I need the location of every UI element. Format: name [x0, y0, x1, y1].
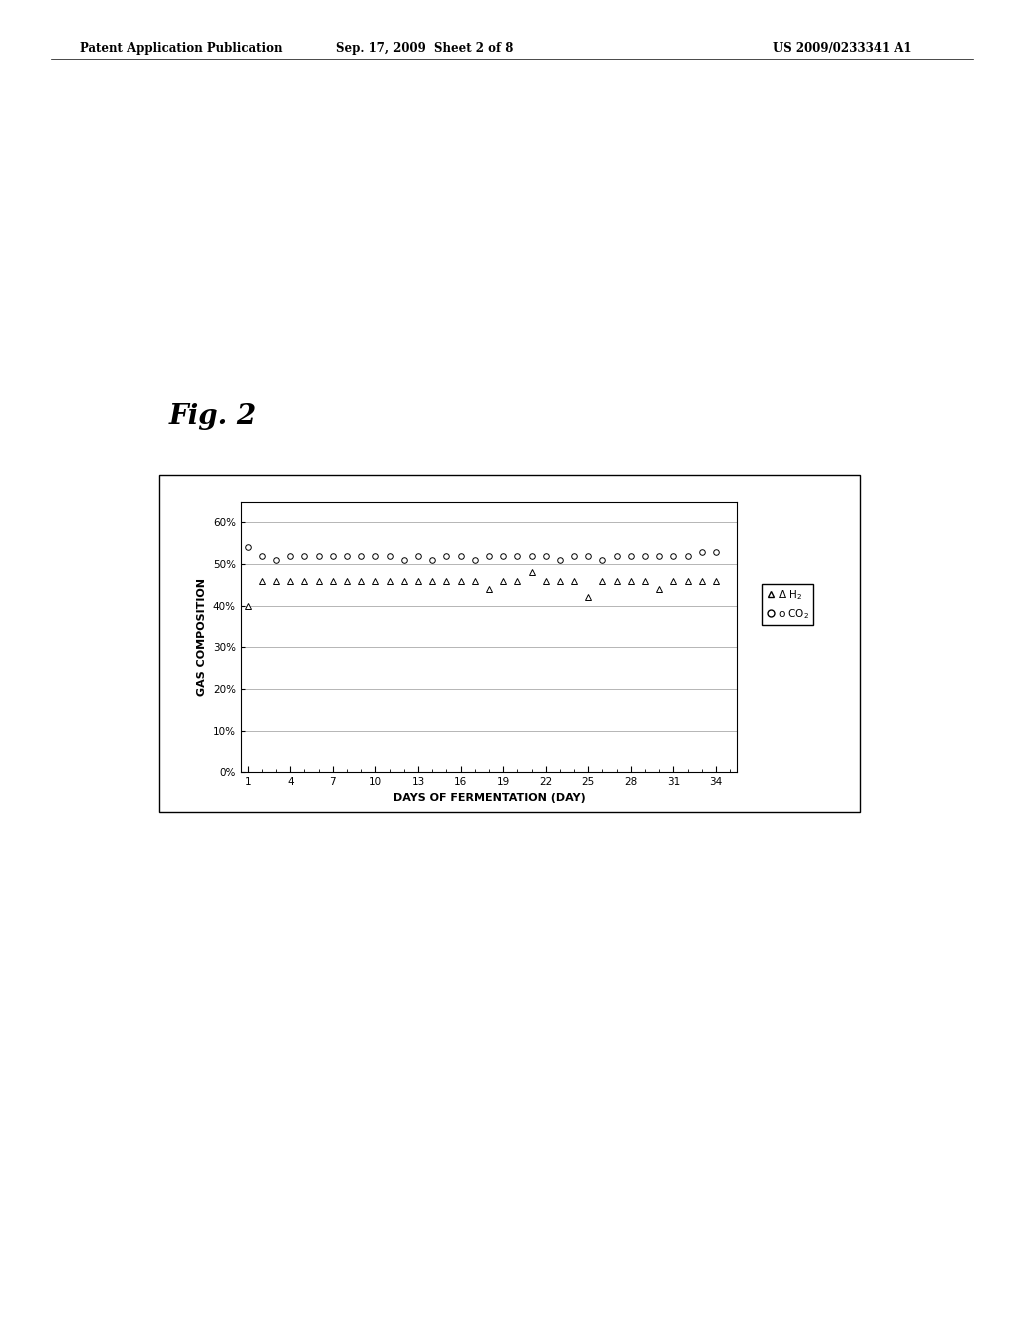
Legend: $\Delta$ H$_2$, o CO$_2$: $\Delta$ H$_2$, o CO$_2$	[762, 583, 813, 624]
Text: US 2009/0233341 A1: US 2009/0233341 A1	[773, 42, 911, 55]
Y-axis label: GAS COMPOSITION: GAS COMPOSITION	[198, 578, 207, 696]
Text: Sep. 17, 2009  Sheet 2 of 8: Sep. 17, 2009 Sheet 2 of 8	[336, 42, 514, 55]
Text: Fig. 2: Fig. 2	[169, 403, 257, 429]
X-axis label: DAYS OF FERMENTATION (DAY): DAYS OF FERMENTATION (DAY)	[392, 792, 586, 803]
Text: Patent Application Publication: Patent Application Publication	[80, 42, 283, 55]
